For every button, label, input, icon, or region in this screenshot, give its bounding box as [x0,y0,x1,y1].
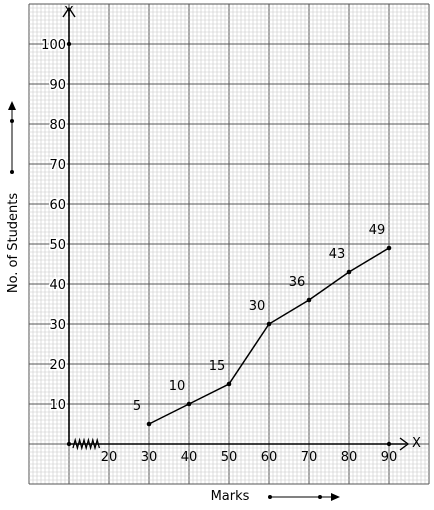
y-tick-label: 30 [49,318,66,333]
y-tick-label: 100 [41,38,66,53]
x-axis-title: Marks [211,489,250,504]
x-axis-arrow-icon [268,493,340,501]
data-label: 15 [209,359,226,374]
y-axis-arrow-icon [8,101,16,174]
x-tick-label: 80 [341,450,358,465]
chart-grid [28,3,430,485]
data-label: 5 [133,399,141,414]
y-tick-label: 40 [49,278,66,293]
data-label: 43 [329,247,346,262]
chart-series: 5 10 15 30 36 43 49 [133,223,392,427]
x-tick-label: 60 [261,450,278,465]
x-tick-label: 70 [301,450,318,465]
chart-tick-labels: 20 30 40 50 60 70 80 90 10 20 30 40 50 60 70 80 90 100 [40,37,398,466]
data-point [306,297,312,303]
data-point [386,245,392,251]
x-tick-label: 50 [221,450,238,465]
y-axis-letter: Y [64,5,73,20]
data-point [346,269,352,275]
y-axis-arrowhead [62,6,76,18]
data-label: 49 [369,223,386,238]
x-tick-label: 90 [381,450,398,465]
y-tick-label: 10 [49,398,66,413]
y-axis-title: No. of Students [6,193,21,294]
data-point [146,421,152,427]
x-axis-letter: X [412,436,421,451]
x-axis-break-icon [72,437,101,451]
x-tick-label: 20 [101,450,118,465]
origin-point [66,441,72,447]
x-tick-label: 40 [181,450,198,465]
chart-axes [62,6,410,451]
y-tick-label: 20 [49,358,66,373]
y-tick-label: 70 [49,158,66,173]
x-tick-label: 30 [141,450,158,465]
y-axis-end-point [66,41,72,47]
x-axis-arrowhead [399,437,410,451]
data-point [226,381,232,387]
data-label: 36 [289,275,306,290]
y-tick-label: 90 [49,78,66,93]
data-point [186,401,192,407]
y-tick-label: 60 [49,198,66,213]
x-axis-end-point [386,441,392,447]
data-label: 30 [249,299,266,314]
data-point [266,321,272,327]
data-label: 10 [169,379,186,394]
y-tick-label: 50 [49,238,66,253]
y-tick-label: 80 [49,118,66,133]
